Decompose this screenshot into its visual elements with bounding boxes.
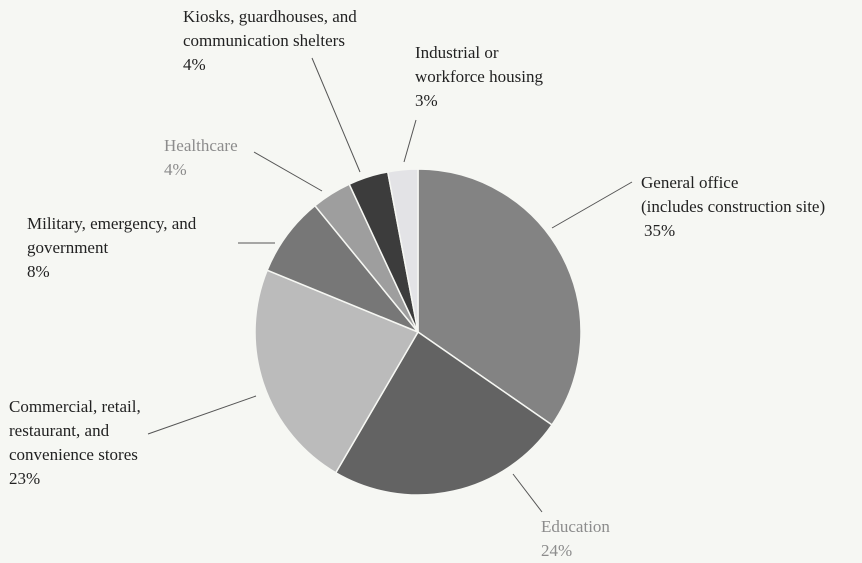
pie-slice-commercial-retail-restaurant-and-convenience-stores — [254, 269, 420, 474]
slice-label-line: workforce housing — [415, 67, 543, 86]
slice-label-line: General office — [641, 173, 738, 192]
slice-labels: General office (includes construction sit… — [9, 7, 825, 560]
leader-line-general-office-includes-construction-site — [551, 181, 633, 229]
slice-label-line: restaurant, and — [9, 421, 110, 440]
pie-slice-education — [334, 330, 553, 496]
pie-slice-industrial-or-workforce-housing — [386, 168, 419, 333]
slice-label-line: Industrial or — [415, 43, 499, 62]
slice-label-line: convenience stores — [9, 445, 138, 464]
slice-percent-label: 4% — [183, 55, 206, 74]
slice-label-general-office-includes-construction-site: General office (includes construction sit… — [641, 173, 825, 240]
slice-label-military-emergency-and-government: Military, emergency, and government 8% — [27, 214, 197, 281]
slice-label-line: communication shelters — [183, 31, 345, 50]
slice-percent-label: 3% — [415, 91, 438, 110]
slice-label-line: Kiosks, guardhouses, and — [183, 7, 357, 26]
slice-label-line: (includes construction site) — [641, 197, 825, 216]
leader-line-kiosks-guardhouses-and-communication-shelters — [311, 57, 361, 173]
slice-label-line: government — [27, 238, 108, 257]
slice-label-kiosks-guardhouses-and-communication-shelters: Kiosks, guardhouses, and communication sh… — [183, 7, 357, 74]
leader-lines — [147, 57, 633, 513]
slice-label-education: Education 24% — [541, 517, 610, 560]
slice-percent-label: 8% — [27, 262, 50, 281]
slice-label-industrial-or-workforce-housing: Industrial or workforce housing 3% — [415, 43, 543, 110]
leader-line-healthcare — [253, 151, 323, 192]
leader-line-education — [512, 473, 543, 513]
slice-percent-label: 4% — [164, 160, 187, 179]
slice-label-healthcare: Healthcare 4% — [164, 136, 238, 179]
slice-label-line: Education — [541, 517, 610, 536]
slice-label-commercial-retail-restaurant-and-convenience-stores: Commercial, retail, restaurant, and conven… — [9, 397, 141, 488]
pie-slices — [254, 168, 582, 496]
slice-percent-label: 23% — [9, 469, 40, 488]
slice-label-line: Military, emergency, and — [27, 214, 197, 233]
slice-label-line: Commercial, retail, — [9, 397, 141, 416]
slice-label-line: Healthcare — [164, 136, 238, 155]
slice-percent-label: 35% — [644, 221, 675, 240]
slice-percent-label: 24% — [541, 541, 572, 560]
leader-line-commercial-retail-restaurant-and-convenience-stores — [147, 395, 257, 435]
pie-slice-general-office-includes-construction-site — [417, 168, 582, 426]
leader-line-industrial-or-workforce-housing — [403, 119, 417, 163]
